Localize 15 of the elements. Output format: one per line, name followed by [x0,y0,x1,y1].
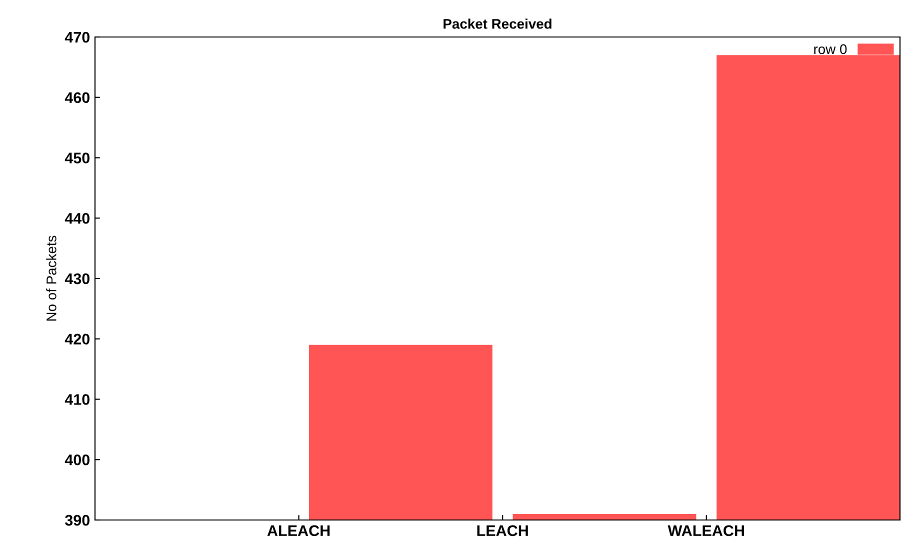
x-tick-label: LEACH [477,525,528,536]
y-tick-label: 410 [64,394,90,405]
y-tick-label: 470 [64,32,90,43]
y-tick-label: 430 [64,273,90,284]
y-tick-label: 400 [64,454,90,466]
x-tick-label: ALEACH [267,525,330,536]
y-axis-title: No of Packets [46,236,56,321]
y-tick-label: 460 [64,92,90,104]
y-tick-label: 440 [64,212,90,224]
legend-label: row 0 [814,44,847,54]
x-tick-label: WALEACH [668,525,744,536]
y-tick-label: 390 [65,514,90,526]
chart-title: Packet Received [444,18,552,29]
y-tick-label: 420 [64,334,90,345]
y-tick-label: 450 [64,152,90,164]
